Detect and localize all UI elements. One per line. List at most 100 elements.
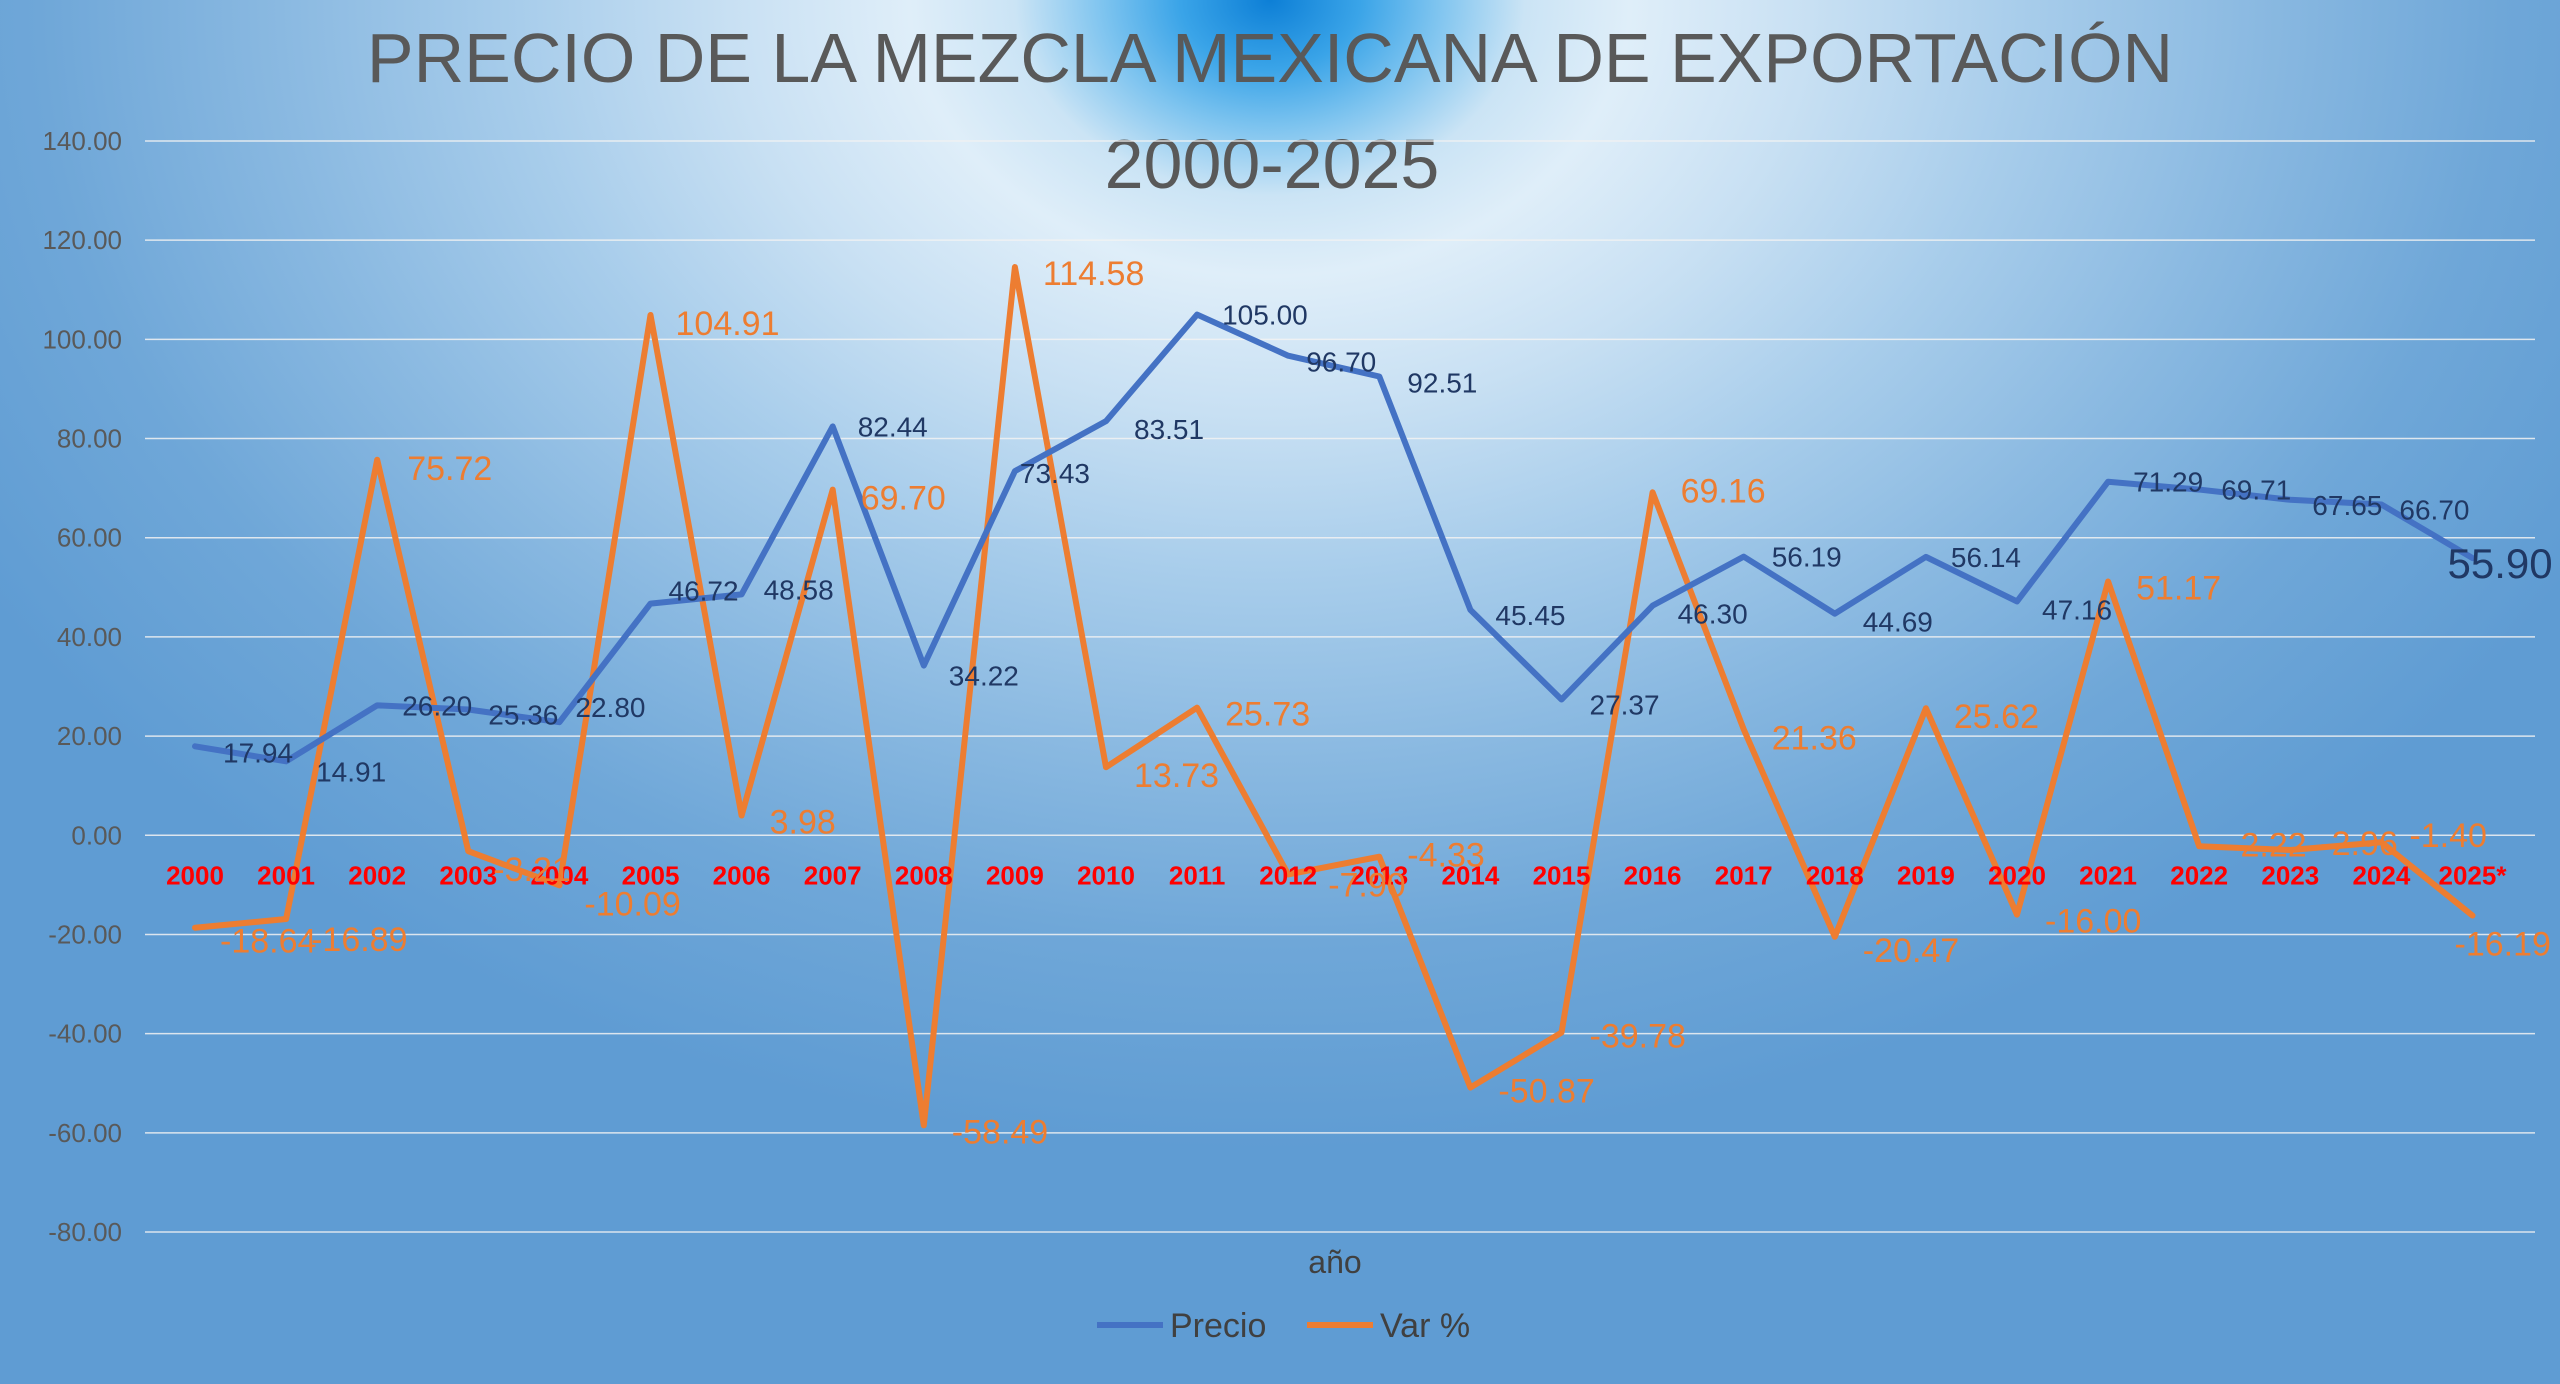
y-tick-label: 140.00 [42, 126, 122, 156]
x-tick-label: 2006 [713, 860, 771, 890]
x-tick-label: 2001 [257, 860, 315, 890]
var-data-label: 25.62 [1954, 698, 2039, 736]
x-tick-label: 2012 [1259, 860, 1317, 890]
var-data-label: 69.16 [1681, 472, 1766, 510]
var-data-label: -10.09 [584, 885, 680, 923]
x-tick-label: 2017 [1715, 860, 1773, 890]
x-tick-label: 2015 [1533, 860, 1591, 890]
precio-data-label: 83.51 [1134, 414, 1204, 445]
var-line [192, 264, 2476, 1129]
precio-data-label: 14.91 [316, 756, 386, 787]
var-data-label: -20.47 [1863, 932, 1959, 970]
chart-title-line2: 2000-2025 [1105, 125, 1440, 203]
y-axis-ticks: 140.00 120.00 100.00 80.00 60.00 40.00 20.00 0.… [42, 126, 122, 1247]
var-data-label: 75.72 [407, 450, 492, 488]
x-tick-label: 2011 [1169, 860, 1225, 890]
y-tick-label: 40.00 [57, 622, 122, 652]
var-data-label: 114.58 [1043, 255, 1144, 293]
var-data-label: -4.33 [1407, 837, 1485, 875]
x-tick-label: 2004 [530, 860, 588, 890]
y-tick-label: -40.00 [48, 1019, 122, 1049]
y-tick-label: -60.00 [48, 1118, 122, 1148]
x-tick-label: 2007 [804, 860, 862, 890]
legend-label-precio: Precio [1170, 1307, 1266, 1345]
var-data-label: -50.87 [1498, 1073, 1594, 1111]
var-data-label: -16.00 [2045, 903, 2141, 941]
x-tick-label: 2023 [2261, 860, 2319, 890]
x-tick-label: 2018 [1806, 860, 1864, 890]
var-data-label: -16.89 [311, 921, 407, 959]
var-data-label: 51.17 [2136, 570, 2221, 608]
precio-data-label: 46.72 [669, 576, 739, 607]
x-axis-title: año [1308, 1244, 1361, 1280]
precio-data-label: 17.94 [223, 737, 293, 768]
x-tick-label: 2008 [895, 860, 953, 890]
x-tick-label: 2005 [622, 860, 680, 890]
x-tick-label: 2009 [986, 860, 1044, 890]
var-data-label: -7.90 [1328, 866, 1406, 904]
x-tick-label: 2020 [1988, 860, 2046, 890]
var-data-label: -16.19 [2455, 926, 2551, 964]
var-data-label: 25.73 [1225, 696, 1310, 734]
x-tick-label: 2013 [1350, 860, 1408, 890]
precio-data-label: 45.45 [1495, 600, 1565, 631]
y-tick-label: 60.00 [57, 523, 122, 553]
precio-data-label: 105.00 [1222, 300, 1308, 331]
precio-data-label: 22.80 [575, 692, 645, 723]
precio-data-label: 48.58 [764, 574, 834, 605]
x-tick-label: 2003 [439, 860, 497, 890]
y-tick-label: -80.00 [48, 1217, 122, 1247]
data-labels: 17.94 14.91 26.20 25.36 22.80 46.72 48.58 82.44… [220, 255, 2553, 1151]
x-tick-label: 2016 [1624, 860, 1682, 890]
var-data-label: 13.73 [1134, 757, 1219, 795]
x-tick-label: 2025* [2439, 860, 2508, 890]
x-tick-label: 2002 [348, 860, 406, 890]
precio-line [192, 311, 2476, 765]
precio-data-label: 67.65 [2312, 490, 2382, 521]
precio-data-label: 69.71 [2221, 475, 2291, 506]
x-tick-label: 2022 [2170, 860, 2228, 890]
precio-data-label: 46.30 [1678, 599, 1748, 630]
precio-data-label: 55.90 [2448, 540, 2553, 587]
precio-data-label: 27.37 [1590, 690, 1660, 721]
precio-data-label: 56.14 [1951, 542, 2021, 573]
precio-data-label: 34.22 [949, 661, 1019, 692]
precio-data-label: 92.51 [1407, 368, 1477, 399]
x-tick-label: 2000 [166, 860, 224, 890]
y-tick-label: 100.00 [42, 324, 122, 354]
precio-data-label: 44.69 [1863, 607, 1933, 638]
var-data-label: -58.49 [952, 1113, 1048, 1151]
precio-data-label: 47.16 [2042, 594, 2112, 625]
var-data-label: 104.91 [676, 305, 780, 343]
var-data-label: 3.98 [770, 804, 836, 842]
x-tick-label: 2024 [2352, 860, 2410, 890]
x-tick-label: 2014 [1441, 860, 1499, 890]
precio-data-label: 25.36 [488, 700, 558, 731]
legend: Precio Var % [1097, 1307, 1470, 1345]
gridlines [145, 140, 2535, 1233]
var-data-label: -39.78 [1590, 1018, 1686, 1056]
var-data-label: -3.21 [493, 851, 571, 889]
precio-data-label: 96.70 [1306, 347, 1376, 378]
var-data-label: -2.22 [2229, 826, 2307, 864]
chart-title-line1: PRECIO DE LA MEZCLA MEXICANA DE EXPORTAC… [367, 19, 2173, 97]
var-data-label: -1.40 [2409, 817, 2487, 855]
precio-data-label: 71.29 [2133, 467, 2203, 498]
precio-data-label: 82.44 [858, 411, 928, 442]
x-tick-label: 2010 [1077, 860, 1135, 890]
precio-data-label: 26.20 [402, 690, 472, 721]
legend-label-var: Var % [1380, 1307, 1470, 1345]
series-lines [192, 264, 2476, 1129]
x-axis-ticks: 2000 2001 2002 2003 2004 2005 2006 2007 2008 2009… [166, 860, 2507, 890]
var-data-label: -18.64 [220, 923, 316, 961]
y-tick-label: 20.00 [57, 721, 122, 751]
var-data-label: 21.36 [1772, 719, 1857, 757]
precio-data-label: 56.19 [1772, 542, 1842, 573]
x-tick-label: 2019 [1897, 860, 1955, 890]
y-tick-label: 80.00 [57, 424, 122, 454]
y-tick-label: 0.00 [71, 820, 122, 850]
var-data-label: 69.70 [861, 480, 946, 518]
var-data-label: -2.96 [2320, 825, 2398, 863]
